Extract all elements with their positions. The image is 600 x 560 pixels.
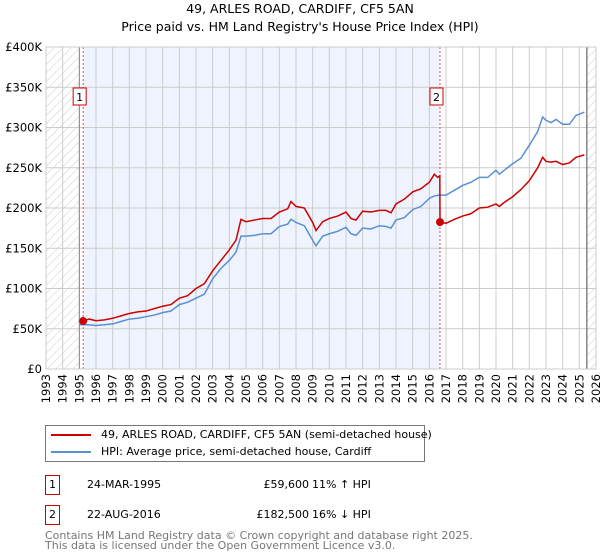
x-tick-label: 2009 <box>306 374 320 403</box>
x-tick-label: 2021 <box>506 374 520 403</box>
x-tick-label: 1998 <box>122 374 136 403</box>
y-tick-label: £0 <box>27 362 42 376</box>
x-tick-label: 2024 <box>556 374 570 403</box>
x-tick-label: 2000 <box>156 374 170 403</box>
y-tick-label: £100K <box>5 282 42 296</box>
x-tick-label: 2020 <box>489 374 503 403</box>
price: £182,500 <box>256 508 310 521</box>
x-tick-label: 2017 <box>439 374 453 403</box>
x-tick-label: 2023 <box>539 374 553 403</box>
x-tick-label: 2012 <box>356 374 370 403</box>
footer-licence: This data is licensed under the Open Gov… <box>45 539 396 552</box>
x-tick-label: 2022 <box>522 374 536 403</box>
x-tick-label: 2004 <box>222 374 236 403</box>
marker-badge: 1 <box>45 475 60 495</box>
date: 22-AUG-2016 <box>87 508 161 521</box>
sale-point <box>79 317 88 326</box>
x-tick-label: 2026 <box>589 374 600 403</box>
transaction-row: 1 24-MAR-1995 £59,600 11% ↑ HPI <box>45 475 445 495</box>
x-tick-label: 2011 <box>339 374 353 403</box>
x-tick-label: 2001 <box>172 374 186 403</box>
red-line-swatch <box>51 434 91 436</box>
footer-copyright: Contains HM Land Registry data © Crown c… <box>45 529 473 542</box>
y-tick-label: £400K <box>5 40 42 54</box>
x-tick-label: 1996 <box>89 374 103 403</box>
transaction-row: 2 22-AUG-2016 £182,500 16% ↓ HPI <box>45 505 445 525</box>
y-tick-label: £300K <box>5 121 42 135</box>
x-tick-label: 2008 <box>289 374 303 403</box>
legend: 49, ARLES ROAD, CARDIFF, CF5 5AN (semi-d… <box>45 425 432 462</box>
y-tick-label: £200K <box>5 201 42 215</box>
y-tick-label: £150K <box>5 241 42 255</box>
x-tick-label: 2019 <box>472 374 486 403</box>
x-tick-label: 1999 <box>139 374 153 403</box>
x-tick-label: 2018 <box>456 374 470 403</box>
x-tick-label: 1997 <box>106 374 120 403</box>
x-tick-label: 1993 <box>39 374 53 403</box>
sale-label: 1 <box>76 91 83 104</box>
y-tick-label: £350K <box>5 80 42 94</box>
y-tick-label: £250K <box>5 161 42 175</box>
chart-title: 49, ARLES ROAD, CARDIFF, CF5 5AN <box>186 1 414 16</box>
footer: Contains HM Land Registry data © Crown c… <box>45 529 473 552</box>
sale-point <box>436 218 444 227</box>
marker-badge: 2 <box>45 505 60 525</box>
x-tick-label: 2014 <box>389 374 403 403</box>
legend-label: HPI: Average price, semi-detached house,… <box>101 445 372 458</box>
x-tick-label: 2003 <box>206 374 220 403</box>
x-tick-label: 2015 <box>406 374 420 403</box>
hpi-diff: 11% ↑ HPI <box>312 478 371 491</box>
sale-label-box <box>429 87 444 106</box>
x-tick-label: 2005 <box>239 374 253 403</box>
x-tick-label: 2016 <box>422 374 436 403</box>
x-tick-label: 2007 <box>272 374 286 403</box>
sale-label: 2 <box>433 91 440 104</box>
blue-line-swatch <box>51 451 91 453</box>
x-tick-label: 2025 <box>572 374 586 403</box>
hpi-line <box>79 111 585 327</box>
x-tick-label: 2006 <box>256 374 270 403</box>
date: 24-MAR-1995 <box>87 478 162 491</box>
x-tick-label: 1995 <box>72 374 86 403</box>
hpi-diff: 16% ↓ HPI <box>312 508 371 521</box>
x-tick-label: 2002 <box>189 374 203 403</box>
price: £59,600 <box>263 478 310 491</box>
price-chart: 1993 1994 1995 1996 1997 1998 1999 2000 2001 2002… <box>5 40 600 403</box>
plot-frame <box>45 46 597 370</box>
sale-label-box <box>72 87 87 106</box>
y-tick-label: £50K <box>13 322 43 336</box>
x-tick-label: 2013 <box>372 374 386 403</box>
price-paid-line <box>82 154 585 322</box>
chart-subtitle: Price paid vs. HM Land Registry's House … <box>121 19 479 34</box>
x-tick-label: 1994 <box>56 374 70 403</box>
x-tick-label: 2010 <box>322 374 336 403</box>
legend-label: 49, ARLES ROAD, CARDIFF, CF5 5AN (semi-d… <box>101 428 432 441</box>
